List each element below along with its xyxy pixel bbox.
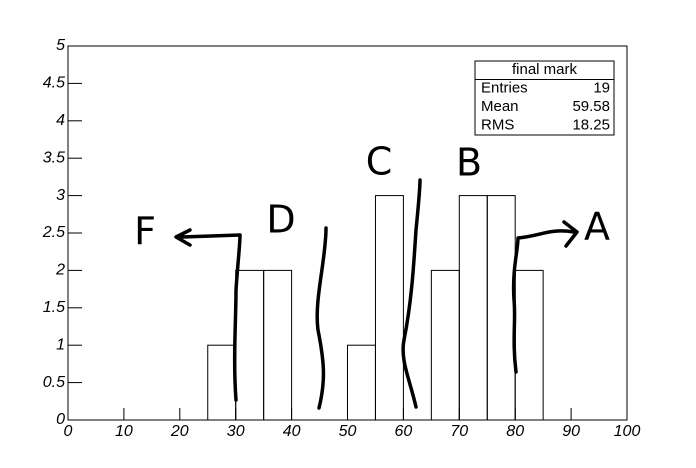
grade-annotation: B: [456, 141, 482, 185]
bar: [263, 269, 293, 421]
divider-c: [401, 178, 422, 409]
x-tick-label: 100: [614, 423, 641, 440]
hand-drawings: [174, 178, 579, 410]
y-tick-label: 2.5: [42, 224, 65, 241]
stats-label: Entries: [481, 80, 528, 97]
divider-d: [315, 226, 328, 410]
stats-value: 59.58: [572, 98, 610, 115]
x-tick-label: 10: [115, 423, 133, 440]
stats-value: 18.25: [572, 117, 610, 134]
y-tick-label: 4: [56, 112, 65, 129]
grade-annotation: D: [266, 198, 295, 242]
y-tick-label: 0.5: [43, 374, 65, 391]
grade-annotation: F: [134, 210, 156, 254]
x-tick-label: 0: [64, 423, 73, 440]
y-tick-label: 0: [56, 411, 65, 428]
stats-label: RMS: [481, 117, 514, 134]
stats-label: Mean: [481, 98, 519, 115]
y-tick-label: 5: [56, 37, 65, 54]
stats-box: [474, 60, 615, 136]
x-tick-label: 80: [506, 423, 524, 440]
y-tick-label: 2: [55, 262, 65, 279]
x-tick-label: 40: [283, 423, 301, 440]
stats-title: final mark: [512, 61, 578, 78]
y-tick-label: 3: [56, 187, 65, 204]
grade-annotation: A: [584, 205, 610, 249]
bar: [514, 269, 544, 421]
y-tick-label: 1.5: [43, 299, 65, 316]
x-tick-label: 90: [562, 423, 580, 440]
y-tick-label: 3.5: [43, 149, 65, 166]
stats-value: 19: [593, 80, 610, 97]
y-tick-label: 1: [56, 336, 65, 353]
x-tick-label: 50: [339, 423, 357, 440]
x-tick-label: 70: [450, 423, 468, 440]
grade-annotation: C: [366, 140, 393, 184]
x-tick-label: 60: [395, 423, 413, 440]
x-tick-label: 20: [170, 423, 189, 440]
y-tick-label: 4.5: [43, 75, 65, 92]
x-tick-label: 30: [227, 423, 245, 440]
bar: [374, 195, 404, 421]
